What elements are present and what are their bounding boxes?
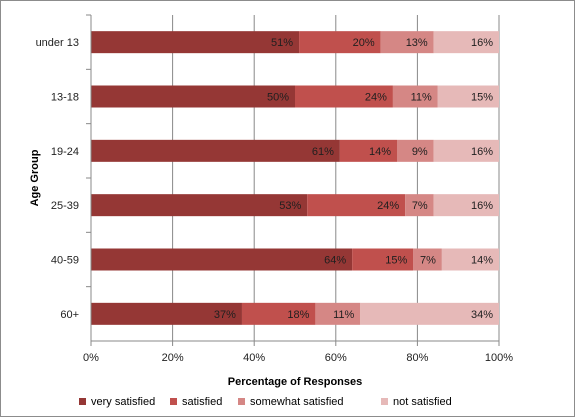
data-label: 18% — [287, 309, 309, 321]
legend-label: somewhat satisfied — [250, 396, 344, 408]
x-tick-label: 20% — [162, 352, 184, 364]
legend-label: very satisfied — [91, 396, 155, 408]
bar-segment — [352, 248, 414, 271]
data-label: 16% — [471, 200, 493, 212]
bar-segment — [91, 85, 295, 108]
legend-label: satisfied — [182, 396, 222, 408]
y-tick-label: 25-39 — [51, 200, 79, 212]
data-labels: 51% 20% 13% 16% 50% 24% 11% 15% 61% 14% 9% 16% 53% 24… — [214, 37, 493, 321]
bar-segment — [413, 248, 442, 271]
bars — [91, 31, 499, 325]
bar-segment — [91, 31, 300, 54]
legend-label: not satisfied — [393, 396, 452, 408]
bar-segment — [433, 194, 499, 217]
bar-segment — [315, 302, 361, 325]
data-label: 16% — [471, 146, 493, 158]
y-tick-label: under 13 — [36, 37, 79, 49]
bar-segment — [299, 31, 381, 54]
legend: very satisfied satisfied somewhat satisfie… — [79, 396, 452, 408]
data-label: 9% — [412, 146, 428, 158]
data-label: 7% — [412, 200, 428, 212]
legend-swatch — [170, 398, 177, 405]
bar-segment — [295, 85, 393, 108]
bar-segment — [91, 139, 340, 162]
data-label: 24% — [365, 92, 387, 104]
data-label: 11% — [333, 309, 354, 321]
data-label: 50% — [267, 92, 289, 104]
data-label: 15% — [385, 255, 407, 267]
bar-segment — [307, 194, 406, 217]
legend-swatch — [238, 398, 245, 405]
x-tick-label: 0% — [83, 352, 99, 364]
bar-segment — [91, 194, 308, 217]
data-label: 24% — [377, 200, 399, 212]
bar-segment — [405, 194, 434, 217]
data-label: 34% — [471, 309, 493, 321]
data-label: 64% — [324, 255, 346, 267]
y-tick-label: 60+ — [60, 309, 79, 321]
data-label: 20% — [353, 37, 375, 49]
gridlines — [172, 15, 500, 341]
x-tick-label: 80% — [406, 352, 428, 364]
bar-segment — [441, 248, 499, 271]
data-label: 13% — [406, 37, 428, 49]
data-label: 53% — [279, 200, 301, 212]
data-label: 14% — [471, 255, 493, 267]
x-tick-label: 40% — [243, 352, 265, 364]
legend-swatch — [79, 398, 86, 405]
data-label: 14% — [369, 146, 391, 158]
bar-segment — [380, 31, 434, 54]
bar-segment — [433, 31, 499, 54]
bar-segment — [392, 85, 438, 108]
x-tick-label: 60% — [325, 352, 347, 364]
bar-segment — [437, 85, 499, 108]
axes: 0% 20% 40% 60% 80% 100% under 13 13-18 19-24 25-3… — [36, 14, 513, 364]
data-label: 15% — [471, 92, 493, 104]
y-tick-label: 13-18 — [51, 92, 79, 104]
bar-segment — [91, 302, 242, 325]
data-label: 7% — [420, 255, 436, 267]
data-label: 16% — [471, 37, 493, 49]
data-label: 37% — [214, 309, 236, 321]
data-label: 11% — [411, 92, 432, 104]
bar-segment — [360, 302, 499, 325]
data-label: 51% — [271, 37, 293, 49]
legend-swatch — [381, 398, 388, 405]
x-axis-title: Percentage of Responses — [228, 376, 363, 388]
y-tick-label: 40-59 — [51, 255, 79, 267]
y-axis-title: Age Group — [29, 149, 41, 206]
y-tick-label: 19-24 — [51, 146, 79, 158]
bar-segment — [397, 139, 434, 162]
bar-segment — [91, 248, 353, 271]
bar-segment — [433, 139, 499, 162]
data-label: 61% — [312, 146, 334, 158]
bar-segment — [241, 302, 316, 325]
bar-segment — [339, 139, 397, 162]
x-tick-label: 100% — [485, 352, 513, 364]
